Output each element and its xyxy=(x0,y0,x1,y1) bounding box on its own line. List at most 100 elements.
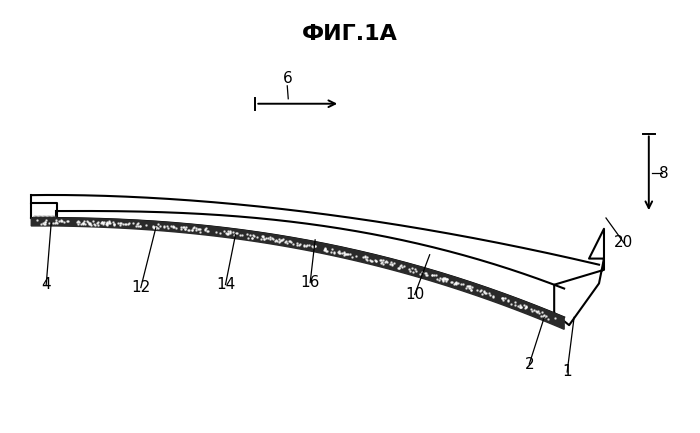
Point xyxy=(248,233,259,240)
Point xyxy=(484,290,495,297)
Point xyxy=(162,225,174,232)
Point xyxy=(104,218,115,225)
Point xyxy=(75,220,86,227)
Point xyxy=(85,221,97,228)
Point xyxy=(512,302,523,309)
Point xyxy=(515,303,526,310)
Point xyxy=(148,223,160,230)
Point xyxy=(438,276,449,283)
Point xyxy=(514,303,526,310)
Point xyxy=(532,307,543,314)
Point xyxy=(319,244,330,251)
Point xyxy=(451,279,462,286)
Point xyxy=(80,220,91,227)
Point xyxy=(426,271,438,278)
Point xyxy=(442,276,453,283)
Point xyxy=(225,228,236,235)
Point xyxy=(438,275,449,281)
Point xyxy=(414,271,426,278)
Point xyxy=(230,229,241,236)
Point xyxy=(100,220,111,227)
Point xyxy=(293,242,304,249)
Point xyxy=(269,237,280,244)
Point xyxy=(224,229,235,236)
Point xyxy=(520,304,531,311)
Point xyxy=(85,219,96,226)
Point xyxy=(514,302,525,309)
Point xyxy=(379,259,391,265)
Point xyxy=(308,243,319,250)
Point xyxy=(361,253,372,260)
Point xyxy=(177,224,188,231)
Point xyxy=(191,224,202,231)
Point xyxy=(104,218,115,225)
Point xyxy=(150,223,161,230)
Point xyxy=(147,223,158,229)
Point xyxy=(44,220,55,226)
Point xyxy=(337,249,348,256)
Point xyxy=(102,221,113,228)
Point xyxy=(370,257,382,264)
Polygon shape xyxy=(56,211,564,317)
Text: ФИГ.1А: ФИГ.1А xyxy=(302,24,398,44)
Point xyxy=(88,217,99,224)
Point xyxy=(389,260,400,267)
Point xyxy=(150,224,162,231)
Point xyxy=(271,237,282,244)
Point xyxy=(152,221,163,228)
Point xyxy=(168,224,179,231)
Point xyxy=(499,295,510,302)
Text: 20: 20 xyxy=(615,235,634,250)
Point xyxy=(503,297,514,304)
Point xyxy=(387,260,398,267)
Point xyxy=(92,219,103,226)
Point xyxy=(294,241,305,248)
Point xyxy=(291,241,302,248)
Point xyxy=(258,234,269,241)
Point xyxy=(134,223,146,230)
Point xyxy=(271,236,282,243)
Point xyxy=(451,278,462,285)
Point xyxy=(179,226,190,233)
Point xyxy=(374,257,386,264)
Point xyxy=(291,239,302,246)
Point xyxy=(78,220,89,227)
Point xyxy=(358,254,369,261)
Point xyxy=(71,219,83,226)
Point xyxy=(338,251,349,258)
Point xyxy=(228,229,239,236)
Point xyxy=(484,292,495,299)
Point xyxy=(384,261,395,268)
Point xyxy=(351,253,362,260)
Point xyxy=(51,219,62,226)
Point xyxy=(480,289,491,296)
Point xyxy=(78,218,90,225)
Point xyxy=(210,229,221,236)
Point xyxy=(108,222,120,229)
Point xyxy=(262,234,274,241)
Point xyxy=(223,231,234,238)
Point xyxy=(133,222,144,229)
Point xyxy=(536,309,547,316)
Point xyxy=(325,248,336,255)
Point xyxy=(396,263,407,270)
Point xyxy=(430,272,441,279)
Point xyxy=(35,220,46,227)
Point xyxy=(92,221,104,228)
Point xyxy=(394,265,405,271)
Point xyxy=(92,218,104,225)
Point xyxy=(542,315,554,322)
Point xyxy=(246,234,258,241)
Point xyxy=(223,229,234,236)
Point xyxy=(258,235,270,242)
Point xyxy=(38,220,50,227)
Point xyxy=(82,219,93,226)
Point xyxy=(302,242,313,249)
Point xyxy=(195,225,206,232)
Point xyxy=(532,309,543,316)
Point xyxy=(161,223,172,230)
Point xyxy=(386,259,397,266)
Point xyxy=(466,287,477,294)
Point xyxy=(57,217,68,224)
Point xyxy=(407,268,419,275)
